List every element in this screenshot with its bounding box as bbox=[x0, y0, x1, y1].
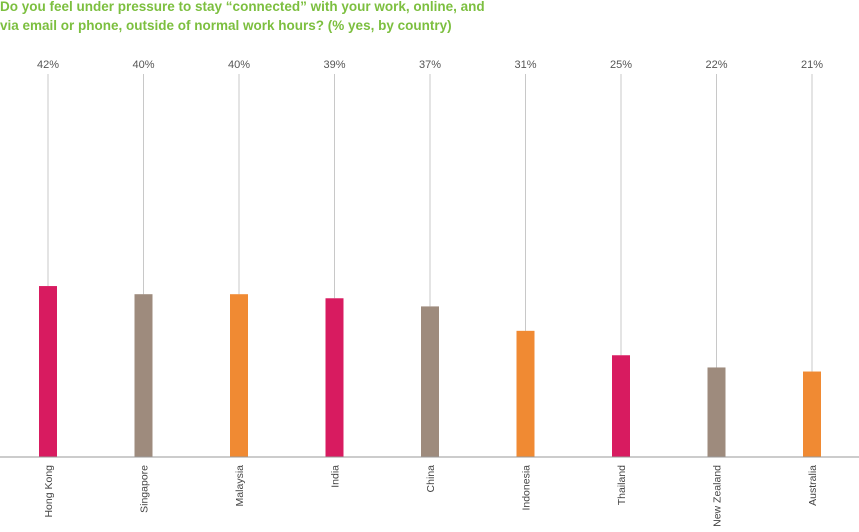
category-label-indonesia: Indonesia bbox=[521, 465, 533, 511]
category-label-singapore: Singapore bbox=[139, 465, 151, 513]
value-label-thailand: 25% bbox=[610, 59, 632, 71]
value-label-hong-kong: 42% bbox=[37, 59, 59, 71]
bars bbox=[39, 286, 821, 457]
value-label-new-zealand: 22% bbox=[705, 59, 727, 71]
category-label-china: China bbox=[425, 465, 437, 493]
bar-australia bbox=[803, 371, 821, 457]
chart-title: Do you feel under pressure to stay “conn… bbox=[0, 0, 520, 35]
bar-india bbox=[325, 298, 344, 457]
leader-lines bbox=[47, 74, 813, 372]
chart-title-line-1: Do you feel under pressure to stay “conn… bbox=[0, 0, 485, 14]
category-label-australia: Australia bbox=[807, 465, 819, 506]
category-label-malaysia: Malaysia bbox=[234, 465, 246, 507]
value-label-australia: 21% bbox=[801, 59, 823, 71]
bar-indonesia bbox=[516, 330, 535, 457]
bar-hong-kong bbox=[39, 286, 57, 457]
value-label-indonesia: 31% bbox=[514, 59, 536, 71]
chart-title-line-2: via email or phone, outside of normal wo… bbox=[0, 18, 452, 33]
value-label-malaysia: 40% bbox=[228, 59, 250, 71]
bar-new-zealand bbox=[707, 367, 726, 457]
bar-singapore bbox=[134, 294, 153, 457]
category-label-india: India bbox=[330, 465, 342, 488]
value-label-india: 39% bbox=[323, 59, 345, 71]
category-label-hong-kong: Hong Kong bbox=[43, 465, 55, 518]
bar-malaysia bbox=[230, 294, 248, 457]
value-labels: 42% 40% 40% 39% 37% 31% 25% 22% 21% bbox=[37, 59, 823, 71]
category-labels: Hong Kong Singapore Malaysia India China Indo… bbox=[43, 465, 819, 527]
value-label-china: 37% bbox=[419, 59, 441, 71]
category-label-thailand: Thailand bbox=[616, 465, 628, 505]
bar-thailand bbox=[612, 355, 630, 457]
value-label-singapore: 40% bbox=[132, 59, 154, 71]
bar-china bbox=[421, 306, 439, 457]
category-label-new-zealand: New Zealand bbox=[712, 465, 724, 527]
